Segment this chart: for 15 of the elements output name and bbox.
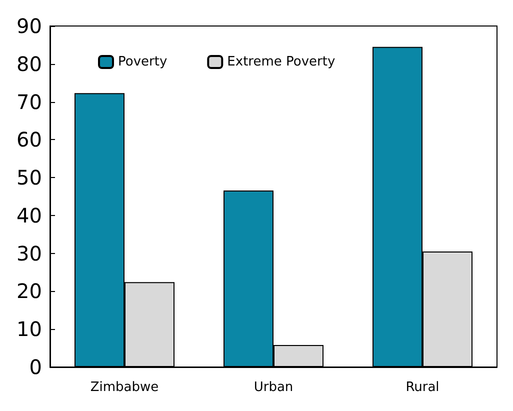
x-tick-label: Urban <box>254 380 294 395</box>
y-tick-label: 80 <box>16 52 42 76</box>
y-tick-label: 30 <box>16 241 42 266</box>
x-tick-label: Zimbabwe <box>90 380 159 395</box>
legend-label: Extreme Poverty <box>227 54 336 70</box>
y-tick-label: 60 <box>16 128 42 152</box>
y-tick-label: 10 <box>16 317 42 342</box>
y-tick-label: 40 <box>16 203 42 228</box>
y-tick-label: 20 <box>16 279 42 304</box>
y-tick-label: 90 <box>16 14 42 38</box>
y-tick-label: 0 <box>29 355 42 379</box>
legend-label: Poverty <box>118 54 168 70</box>
x-tick-label: Rural <box>406 380 440 395</box>
y-tick-label: 50 <box>16 166 42 190</box>
y-tick-label: 70 <box>16 90 42 114</box>
